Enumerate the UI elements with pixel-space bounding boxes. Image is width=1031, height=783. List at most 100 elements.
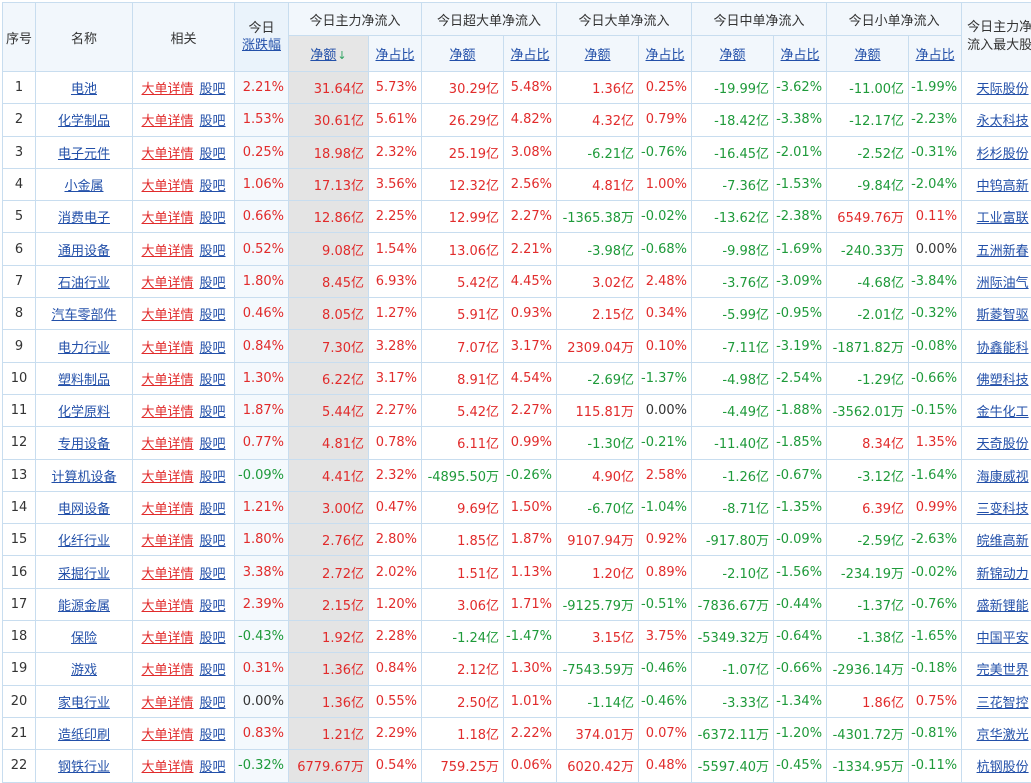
leader-stock-link[interactable]: 佛塑科技 [977,373,1029,388]
sort-large-ratio-link[interactable]: 净占比 [646,48,685,63]
big-order-detail-link[interactable]: 大单详情 [141,211,193,226]
big-order-detail-link[interactable]: 大单详情 [141,502,193,517]
leader-stock-link[interactable]: 完美世界 [977,663,1029,678]
industry-link[interactable]: 造纸印刷 [58,728,110,743]
industry-link[interactable]: 游戏 [71,663,97,678]
big-order-detail-link[interactable]: 大单详情 [141,114,193,129]
stock-forum-link[interactable]: 股吧 [200,663,226,678]
leader-stock-link[interactable]: 海康威视 [977,470,1029,485]
stock-forum-link[interactable]: 股吧 [200,728,226,743]
big-order-detail-link[interactable]: 大单详情 [141,760,193,775]
header-super-ratio[interactable]: 净占比 [504,36,557,72]
big-order-detail-link[interactable]: 大单详情 [141,567,193,582]
sort-small-ratio-link[interactable]: 净占比 [916,48,955,63]
leader-stock-link[interactable]: 金牛化工 [977,405,1029,420]
sort-main-amount-link[interactable]: 净额 [310,48,336,63]
stock-forum-link[interactable]: 股吧 [200,470,226,485]
sort-main-ratio-link[interactable]: 净占比 [376,48,415,63]
stock-forum-link[interactable]: 股吧 [200,147,226,162]
stock-forum-link[interactable]: 股吧 [200,82,226,97]
leader-stock-link[interactable]: 杭钢股份 [977,760,1029,775]
industry-link[interactable]: 石油行业 [58,276,110,291]
industry-link[interactable]: 钢铁行业 [58,760,110,775]
big-order-detail-link[interactable]: 大单详情 [141,728,193,743]
industry-link[interactable]: 化纤行业 [58,534,110,549]
leader-stock-link[interactable]: 工业富联 [977,211,1029,226]
sort-medium-amount-link[interactable]: 净额 [720,48,746,63]
header-large-amount[interactable]: 净额 [557,36,639,72]
sort-super-ratio-link[interactable]: 净占比 [511,48,550,63]
industry-link[interactable]: 电池 [71,82,97,97]
industry-link[interactable]: 化学制品 [58,114,110,129]
industry-link[interactable]: 家电行业 [58,696,110,711]
stock-forum-link[interactable]: 股吧 [200,373,226,388]
industry-link[interactable]: 计算机设备 [51,470,116,485]
stock-forum-link[interactable]: 股吧 [200,405,226,420]
stock-forum-link[interactable]: 股吧 [200,179,226,194]
big-order-detail-link[interactable]: 大单详情 [141,470,193,485]
header-medium-amount[interactable]: 净额 [692,36,774,72]
sort-super-amount-link[interactable]: 净额 [450,48,476,63]
leader-stock-link[interactable]: 中钨高新 [977,179,1029,194]
industry-link[interactable]: 能源金属 [58,599,110,614]
big-order-detail-link[interactable]: 大单详情 [141,631,193,646]
header-main-amount[interactable]: 净额↓ [289,36,369,72]
industry-link[interactable]: 专用设备 [58,437,110,452]
industry-link[interactable]: 通用设备 [58,244,110,259]
industry-link[interactable]: 化学原料 [58,405,110,420]
stock-forum-link[interactable]: 股吧 [200,567,226,582]
big-order-detail-link[interactable]: 大单详情 [141,147,193,162]
big-order-detail-link[interactable]: 大单详情 [141,308,193,323]
header-small-ratio[interactable]: 净占比 [909,36,962,72]
stock-forum-link[interactable]: 股吧 [200,760,226,775]
big-order-detail-link[interactable]: 大单详情 [141,341,193,356]
stock-forum-link[interactable]: 股吧 [200,211,226,226]
stock-forum-link[interactable]: 股吧 [200,308,226,323]
big-order-detail-link[interactable]: 大单详情 [141,534,193,549]
stock-forum-link[interactable]: 股吧 [200,696,226,711]
stock-forum-link[interactable]: 股吧 [200,599,226,614]
big-order-detail-link[interactable]: 大单详情 [141,696,193,711]
sort-large-amount-link[interactable]: 净额 [585,48,611,63]
stock-forum-link[interactable]: 股吧 [200,502,226,517]
leader-stock-link[interactable]: 杉杉股份 [977,147,1029,162]
sort-small-amount-link[interactable]: 净额 [855,48,881,63]
leader-stock-link[interactable]: 永太科技 [977,114,1029,129]
leader-stock-link[interactable]: 天际股份 [977,82,1029,97]
big-order-detail-link[interactable]: 大单详情 [141,599,193,614]
leader-stock-link[interactable]: 天奇股份 [977,437,1029,452]
big-order-detail-link[interactable]: 大单详情 [141,663,193,678]
sort-medium-ratio-link[interactable]: 净占比 [781,48,820,63]
industry-link[interactable]: 采掘行业 [58,567,110,582]
stock-forum-link[interactable]: 股吧 [200,244,226,259]
header-super-amount[interactable]: 净额 [422,36,504,72]
big-order-detail-link[interactable]: 大单详情 [141,373,193,388]
leader-stock-link[interactable]: 协鑫能科 [977,341,1029,356]
leader-stock-link[interactable]: 皖维高新 [977,534,1029,549]
stock-forum-link[interactable]: 股吧 [200,341,226,356]
big-order-detail-link[interactable]: 大单详情 [141,82,193,97]
big-order-detail-link[interactable]: 大单详情 [141,244,193,259]
header-medium-ratio[interactable]: 净占比 [774,36,827,72]
industry-link[interactable]: 消费电子 [58,211,110,226]
industry-link[interactable]: 电力行业 [58,341,110,356]
stock-forum-link[interactable]: 股吧 [200,534,226,549]
big-order-detail-link[interactable]: 大单详情 [141,437,193,452]
leader-stock-link[interactable]: 新锦动力 [977,567,1029,582]
industry-link[interactable]: 汽车零部件 [51,308,116,323]
leader-stock-link[interactable]: 洲际油气 [977,276,1029,291]
industry-link[interactable]: 塑料制品 [58,373,110,388]
industry-link[interactable]: 保险 [71,631,97,646]
big-order-detail-link[interactable]: 大单详情 [141,276,193,291]
stock-forum-link[interactable]: 股吧 [200,631,226,646]
leader-stock-link[interactable]: 中国平安 [977,631,1029,646]
leader-stock-link[interactable]: 斯菱智驱 [977,308,1029,323]
industry-link[interactable]: 小金属 [64,179,103,194]
industry-link[interactable]: 电网设备 [58,502,110,517]
header-change-sort-link[interactable]: 涨跌幅 [235,37,288,54]
industry-link[interactable]: 电子元件 [58,147,110,162]
big-order-detail-link[interactable]: 大单详情 [141,405,193,420]
leader-stock-link[interactable]: 三变科技 [977,502,1029,517]
header-small-amount[interactable]: 净额 [827,36,909,72]
leader-stock-link[interactable]: 盛新锂能 [977,599,1029,614]
